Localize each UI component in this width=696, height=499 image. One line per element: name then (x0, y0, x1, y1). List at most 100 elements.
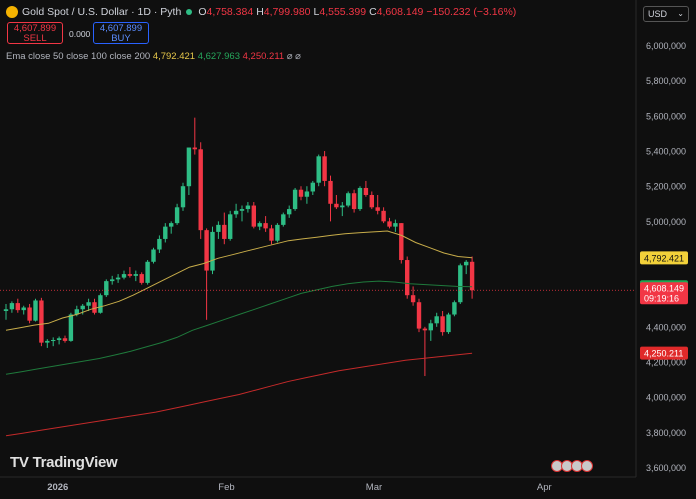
sell-button[interactable]: 4,607.899 SELL (7, 22, 63, 44)
price-tag-text: 4,792.421 (644, 253, 684, 263)
buy-price: 4,607.899 (99, 23, 143, 34)
market-status-icon (186, 9, 193, 15)
y-tick-label: 5,800,000 (646, 76, 686, 86)
y-tick-label: 5,000,000 (646, 217, 686, 227)
candle-body (198, 149, 203, 231)
currency-value: USD (648, 9, 668, 19)
currency-select[interactable]: USD ⌄ (643, 6, 689, 22)
candle-body (416, 302, 422, 329)
candle-body (222, 224, 227, 239)
candle-body (115, 277, 121, 280)
x-tick-label: 2026 (47, 482, 68, 493)
y-tick-label: 4,400,000 (646, 322, 686, 332)
sell-price: 4,607.899 (13, 23, 57, 34)
ema200-value: 4,250.211 (242, 51, 285, 62)
price-tag-text: 09:19:16 (644, 294, 679, 304)
candle-body (434, 316, 439, 324)
candle-body (27, 307, 32, 321)
candle-body (405, 260, 410, 296)
sell-label: SELL (23, 33, 47, 44)
candle-body (263, 223, 268, 229)
y-tick-label: 5,200,000 (646, 182, 686, 192)
candle-body (45, 340, 50, 343)
candle-body (410, 295, 416, 303)
candle-body (452, 302, 457, 315)
symbol-title[interactable]: Gold Spot / U.S. Dollar · 1D · Pyth (22, 6, 182, 18)
candle-body (440, 316, 445, 333)
tradingview-mark-icon: TV (10, 454, 29, 471)
candle-body (304, 191, 310, 197)
candle-body (346, 193, 351, 206)
ema200-line (5, 352, 473, 437)
open-value: 4,758.384 (206, 6, 254, 18)
candle-body (169, 223, 174, 227)
candle-body (269, 228, 274, 241)
candle-body (458, 265, 463, 303)
low-label: L (313, 6, 320, 18)
y-tick-label: 5,600,000 (646, 111, 686, 121)
tradingview-logo: TV TradingView (10, 454, 118, 471)
candle-body (163, 226, 168, 239)
visibility-icon[interactable]: ⌀ ⌀ (286, 51, 301, 62)
candle-body (210, 231, 215, 271)
candle-body (245, 205, 251, 210)
price-tag-text: 4,250.211 (644, 349, 683, 359)
candle-body (233, 210, 239, 215)
events-flags[interactable] (551, 460, 593, 472)
candle-body (21, 307, 26, 311)
candle-body (74, 309, 79, 315)
x-tick-label: Feb (218, 482, 234, 493)
candle-body (121, 274, 127, 278)
candle-body (387, 221, 392, 227)
candle-body (180, 186, 186, 208)
candle-body (399, 223, 404, 261)
candle-body (56, 338, 62, 341)
change-value: −150.232 (−3.16%) (426, 6, 517, 18)
candle-body (239, 209, 245, 211)
ema50-line (5, 230, 473, 331)
candle-body (428, 323, 433, 331)
candle-body (104, 281, 109, 296)
candle-body (422, 328, 428, 331)
ema-legend[interactable]: Ema close 50 close 100 close 200 4,792.4… (6, 51, 301, 62)
candle-body (110, 279, 115, 282)
candle-body (322, 156, 327, 181)
candle-body (287, 209, 292, 215)
candle-body (292, 189, 298, 210)
close-value: 4,608.149 (376, 6, 424, 18)
buy-label: BUY (111, 33, 131, 44)
candle-body (369, 194, 374, 208)
candle-body (310, 182, 315, 192)
candle-body (316, 156, 321, 183)
candle-body (151, 249, 156, 262)
event-flag-icon[interactable] (581, 460, 593, 472)
close-label: C (369, 6, 377, 18)
candle-body (393, 223, 398, 227)
gold-icon (6, 6, 18, 18)
candle-body (174, 207, 180, 224)
buy-button[interactable]: 4,607.899 BUY (93, 22, 149, 44)
candle-body (51, 340, 56, 342)
ema100-line (5, 280, 473, 375)
high-value: 4,799.980 (263, 6, 311, 18)
high-label: H (256, 6, 264, 18)
candle-body (298, 189, 304, 197)
chevron-down-icon: ⌄ (677, 9, 684, 18)
candle-body (351, 193, 357, 210)
candle-body (228, 214, 233, 239)
candle-body (62, 338, 68, 341)
candle-body (204, 230, 209, 271)
candle-body (446, 314, 451, 333)
spread-value: 0.000 (69, 29, 91, 39)
ema200-price-tag: 4,250.211 (640, 346, 688, 360)
ema100-value: 4,627.963 (197, 51, 240, 62)
candle-body (92, 302, 97, 313)
symbol-header: Gold Spot / U.S. Dollar · 1D · Pyth O 4,7… (6, 5, 519, 19)
candle-body (145, 261, 150, 283)
candle-body (275, 224, 280, 241)
ema50-price-tag: 4,792.421 (640, 251, 688, 265)
